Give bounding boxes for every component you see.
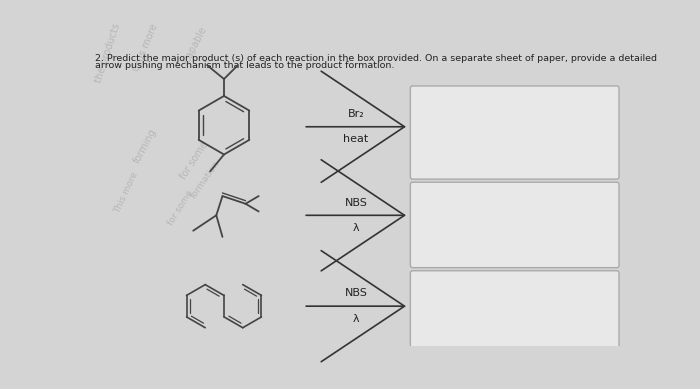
- FancyBboxPatch shape: [410, 271, 619, 349]
- FancyBboxPatch shape: [410, 182, 619, 268]
- Text: the products: the products: [93, 23, 122, 84]
- Text: for some: for some: [178, 139, 209, 180]
- Text: This more: This more: [112, 171, 139, 215]
- Text: NBS: NBS: [344, 198, 368, 208]
- Text: forming: forming: [132, 127, 158, 165]
- Text: λ: λ: [353, 223, 359, 233]
- Text: Capable: Capable: [182, 25, 209, 65]
- Text: arrow pushing mechanism that leads to the product formation.: arrow pushing mechanism that leads to th…: [95, 61, 395, 70]
- Text: formation: formation: [189, 159, 222, 200]
- Text: Br₂: Br₂: [348, 109, 365, 119]
- Text: 2. Predict the major product (s) of each reaction in the box provided. On a sepa: 2. Predict the major product (s) of each…: [95, 54, 657, 63]
- FancyBboxPatch shape: [410, 86, 619, 179]
- Text: heat: heat: [344, 135, 369, 144]
- Text: λ: λ: [353, 314, 359, 324]
- Text: NBS: NBS: [344, 289, 368, 298]
- Text: Crus more: Crus more: [132, 23, 160, 73]
- Text: for some: for some: [167, 188, 195, 227]
